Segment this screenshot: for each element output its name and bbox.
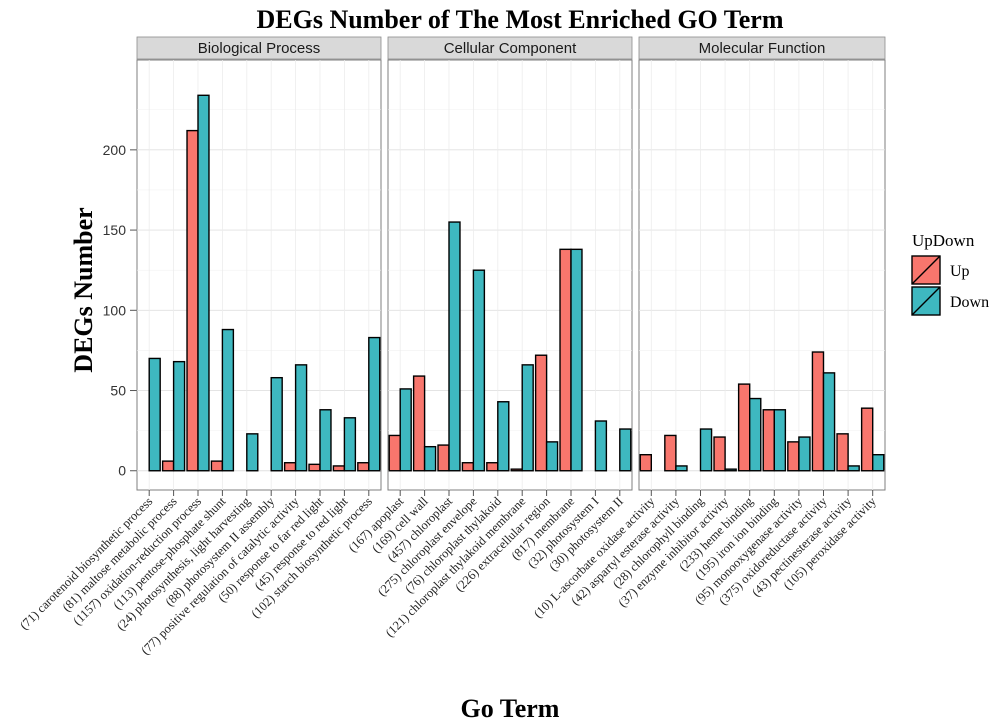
bar-up: [357, 462, 370, 472]
y-tick-label: 50: [110, 383, 126, 399]
bar-up: [713, 436, 726, 472]
chart-title: DEGs Number of The Most Enriched GO Term: [256, 5, 783, 34]
bar-down: [724, 468, 737, 472]
y-axis: 0 50 100 150 200: [103, 142, 137, 479]
bar-up: [186, 129, 199, 472]
bar-up: [510, 468, 523, 472]
facet-strip: [136, 36, 382, 60]
y-tick-label: 0: [118, 463, 126, 479]
bar-down: [172, 360, 186, 472]
panel-background: [638, 59, 886, 491]
facet-strip-label: Biological Process: [198, 40, 321, 57]
bar-down: [847, 465, 860, 472]
bar-down: [773, 409, 787, 472]
bar-down: [148, 357, 161, 472]
bar-down: [472, 269, 486, 472]
bar-down: [521, 364, 534, 472]
bar-up: [486, 462, 499, 472]
bar-down: [619, 428, 632, 472]
bar-up: [534, 354, 548, 472]
bar-up: [461, 462, 475, 472]
bar-down: [675, 465, 688, 472]
bar-up: [559, 248, 572, 472]
y-tick-label: 200: [103, 142, 127, 158]
bar-down: [570, 248, 583, 472]
bar-down: [399, 388, 412, 472]
facet-strip: [638, 36, 886, 60]
legend-key-slash: [911, 286, 941, 316]
bar-down: [343, 417, 357, 472]
x-axis-title: Go Term: [461, 694, 560, 723]
bar-down: [270, 376, 283, 472]
bar-down: [872, 454, 885, 472]
y-tick-label: 150: [103, 222, 127, 238]
bar-down: [545, 441, 559, 472]
bar-up: [737, 383, 751, 472]
bar-up: [787, 441, 800, 472]
bar-up: [811, 351, 825, 472]
bar-up: [860, 407, 874, 472]
legend: UpDown UpDown: [911, 231, 989, 316]
bar-down: [423, 445, 437, 472]
bar-down: [822, 372, 836, 472]
bar-up: [412, 375, 426, 472]
bar-up: [161, 460, 175, 472]
y-tick-label: 100: [103, 302, 127, 318]
facet-panel: Cellular Component(167) apoplast(169) ce…: [346, 36, 633, 640]
panel-background: [387, 59, 633, 491]
facet-strip-label: Cellular Component: [444, 40, 577, 57]
bar-down: [798, 436, 811, 472]
bar-down: [319, 409, 332, 472]
bar-up: [388, 434, 401, 472]
gridlines: [639, 60, 885, 490]
bar-down: [221, 328, 235, 472]
bar-up: [836, 433, 849, 472]
facet-panels: Biological Process(71) carotenoid biosyn…: [17, 36, 886, 658]
facet-strip: [387, 36, 633, 60]
bar-up: [664, 434, 677, 472]
bar-up: [283, 462, 297, 472]
bar-down: [294, 364, 308, 472]
bar-down: [594, 420, 608, 472]
bar-up: [210, 460, 224, 472]
legend-title: UpDown: [912, 231, 975, 250]
bar-up: [762, 409, 775, 472]
bar-up: [308, 463, 321, 472]
bar-down: [497, 401, 510, 472]
bar-up: [437, 444, 450, 472]
bar-up: [332, 465, 346, 472]
bar-down: [749, 397, 762, 472]
bar-down: [368, 336, 381, 472]
facet-strip-label: Molecular Function: [699, 40, 826, 57]
legend-label: Up: [950, 263, 970, 280]
legend-key-slash: [911, 255, 941, 285]
bar-up: [639, 454, 652, 472]
bar-down: [699, 428, 713, 472]
bar-down: [246, 433, 259, 472]
y-axis-title: DEGs Number: [69, 207, 98, 372]
bar-down: [197, 94, 210, 472]
facet-panel: Molecular Function(10) L-ascorbate oxida…: [531, 36, 886, 621]
legend-label: Down: [950, 294, 989, 311]
bar-down: [448, 221, 461, 472]
